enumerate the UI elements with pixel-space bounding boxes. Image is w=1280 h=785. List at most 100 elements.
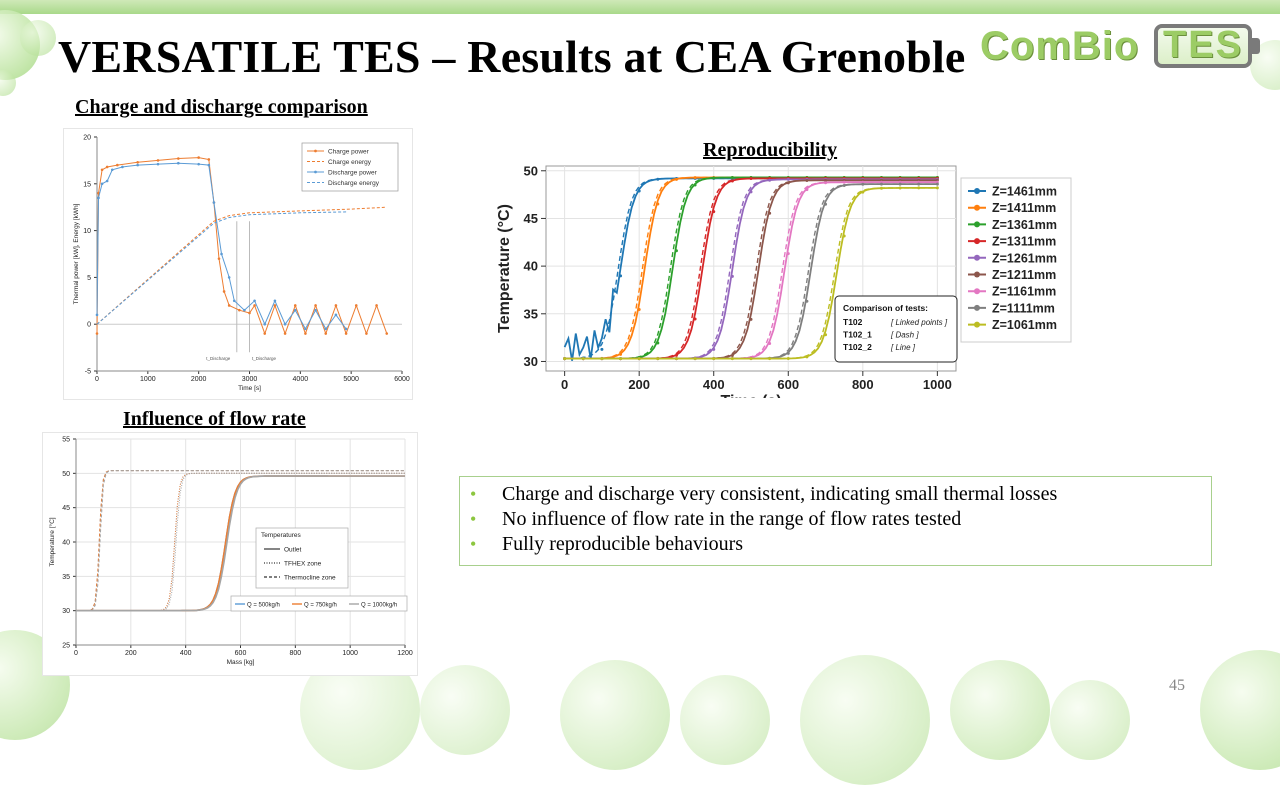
data-point [674, 353, 678, 357]
data-point [935, 182, 939, 186]
data-point [97, 196, 100, 200]
data-point [898, 186, 902, 190]
bullet-item: • No influence of flow rate in the range … [468, 507, 1211, 532]
data-point [100, 182, 104, 186]
note-test-style: [ Linked points ] [890, 318, 948, 327]
data-point [283, 322, 287, 326]
data-point [385, 332, 389, 335]
plot-frame [545, 165, 957, 372]
data-point [805, 355, 809, 359]
legend-label: Thermocline zone [284, 575, 336, 582]
note-title: Comparison of tests: [843, 303, 928, 313]
charge-discharge-svg: 0 1000 2000 3000 4000 5000 6000 -5 0 5 10 15 20 Time … [73, 134, 410, 392]
decor-bubble [950, 660, 1050, 760]
legend-marker [974, 288, 980, 295]
legend-label: Discharge power [328, 170, 378, 177]
annotation-label: t_Discharge [252, 356, 277, 361]
data-point [730, 179, 734, 183]
section-title-flow-rate: Influence of flow rate [123, 408, 306, 430]
data-point [730, 357, 734, 361]
series-dash-z=1261mm [564, 178, 938, 360]
data-point [693, 317, 697, 321]
data-point [324, 327, 328, 331]
y-tick-label: 15 [83, 181, 91, 188]
note-box [834, 295, 958, 363]
data-point [637, 189, 641, 193]
decor-bubble [680, 675, 770, 765]
data-point [805, 188, 809, 192]
reproducibility-svg: 0 200 400 600 800 1000 30 35 40 45 50 Time (s) Tempe… [496, 163, 1072, 410]
data-point [212, 201, 216, 204]
data-point [217, 257, 221, 260]
data-point [693, 357, 697, 361]
data-point [712, 347, 716, 351]
data-point [273, 299, 277, 303]
charge-discharge-chart: 0 1000 2000 3000 4000 5000 6000 -5 0 5 10 15 20 Time … [63, 128, 413, 400]
series-outlet [76, 475, 405, 612]
data-point [253, 304, 256, 307]
data-point [768, 357, 772, 361]
data-point [600, 357, 604, 361]
data-point [197, 156, 200, 159]
data-point [693, 183, 697, 187]
data-point [227, 304, 231, 307]
data-point [656, 177, 660, 181]
data-point [177, 157, 180, 160]
data-point [227, 276, 231, 279]
data-point [824, 333, 828, 337]
conclusions-box: • Charge and discharge very consistent, i… [459, 476, 1212, 566]
data-point [563, 357, 567, 361]
section-title-reproducibility: Reproducibility [703, 139, 838, 161]
data-point [253, 299, 256, 303]
data-point [95, 313, 99, 317]
slide-title: VERSATILE TES – Results at CEA Grenoble [58, 31, 966, 82]
bullet-icon: • [470, 509, 477, 529]
data-point [197, 162, 200, 166]
legend-label: Z=1111mm [992, 301, 1055, 315]
data-point [786, 177, 790, 181]
data-point [637, 357, 641, 361]
x-axis-label: Mass [kg] [227, 659, 255, 666]
legend-label: Q = 750kg/h [304, 602, 337, 608]
data-point [656, 357, 660, 361]
x-tick-label: 200 [125, 650, 137, 657]
data-point [768, 341, 772, 345]
decor-bubble [800, 655, 930, 785]
logo-text-tes: TES [1163, 24, 1243, 66]
legend-label: Charge power [328, 149, 370, 156]
data-point [656, 341, 660, 345]
y-tick-label: 50 [524, 163, 538, 178]
y-tick-label: 45 [62, 505, 70, 512]
flow-rate-chart: 0 200 400 600 800 1000 1200 25 30 35 40 45 50 55 Mass … [42, 432, 418, 676]
y-tick-label: 55 [62, 436, 70, 443]
data-point [581, 357, 585, 361]
series-line-discharge-energy [96, 211, 347, 325]
legend-marker [974, 271, 980, 278]
data-point [842, 184, 846, 188]
x-tick-label: 1000 [140, 376, 156, 383]
decor-bubble [20, 20, 56, 56]
data-point [749, 190, 753, 194]
y-tick-label: 5 [87, 275, 91, 282]
bullet-item: • Fully reproducible behaviours [468, 532, 1211, 557]
data-point [768, 211, 772, 215]
data-point [263, 322, 267, 326]
legend-label: Discharge energy [328, 180, 380, 187]
y-axis-label: Thermal power [kW], Energy [kWh] [73, 203, 80, 304]
data-point [861, 190, 865, 194]
data-point [786, 356, 790, 360]
combiotes-logo: ComBio TES [980, 22, 1266, 74]
data-point [314, 304, 317, 307]
legend-marker [974, 254, 980, 261]
y-tick-label: 10 [83, 228, 91, 235]
data-point [674, 357, 678, 361]
y-tick-label: 45 [524, 211, 538, 226]
legend-marker [974, 204, 980, 211]
data-point [334, 304, 338, 307]
legend-label: Z=1361mm [992, 218, 1057, 232]
data-point [248, 311, 251, 315]
section-title-charge: Charge and discharge comparison [75, 96, 368, 118]
series-thermocline [76, 470, 405, 612]
x-tick-label: 200 [628, 377, 650, 392]
legend-label: TFHEX zone [284, 561, 322, 568]
